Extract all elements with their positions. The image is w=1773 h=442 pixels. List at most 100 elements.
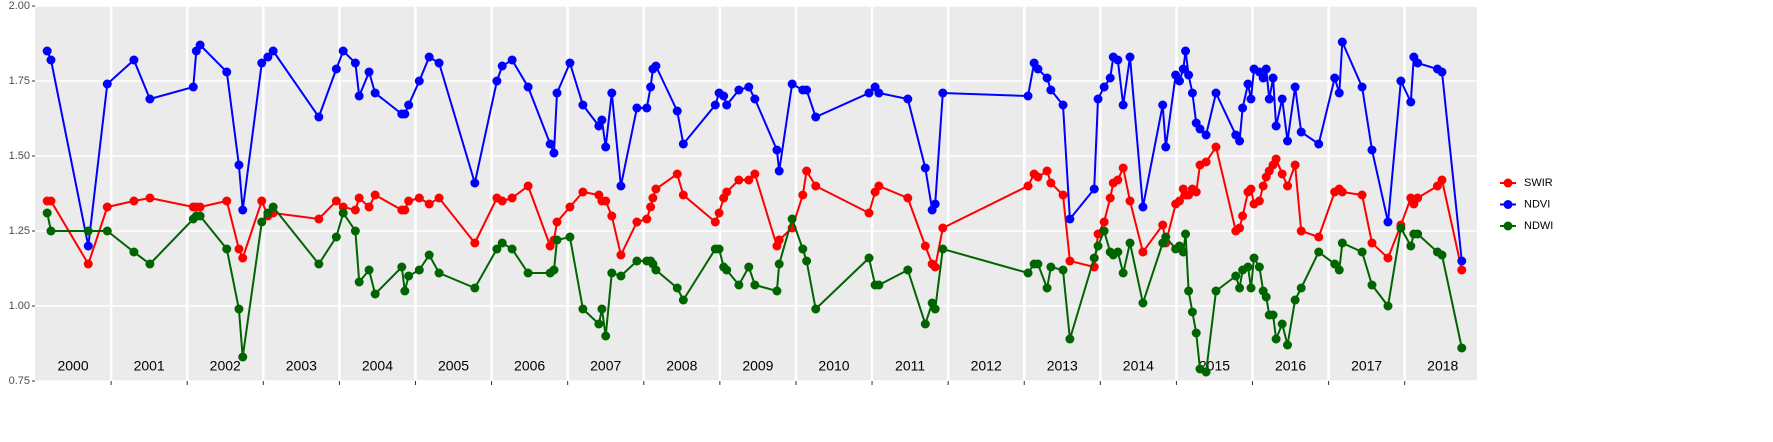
data-point	[774, 259, 784, 269]
data-point	[1089, 253, 1099, 263]
data-point	[744, 175, 754, 185]
data-point	[1271, 154, 1281, 164]
data-point	[1383, 301, 1393, 311]
data-point	[1290, 160, 1300, 170]
data-point	[83, 241, 93, 251]
data-point	[864, 253, 874, 263]
data-point	[1337, 37, 1347, 47]
data-point	[350, 58, 360, 68]
data-point	[523, 268, 533, 278]
data-point	[744, 262, 754, 272]
data-point	[354, 91, 364, 101]
data-point	[601, 142, 611, 152]
data-point	[1296, 127, 1306, 137]
year-label: 2006	[514, 358, 545, 374]
data-point	[234, 160, 244, 170]
data-point	[434, 193, 444, 203]
data-point	[607, 211, 617, 221]
data-point	[864, 88, 874, 98]
data-point	[1367, 238, 1377, 248]
data-point	[1413, 229, 1423, 239]
data-point	[632, 103, 642, 113]
data-point	[651, 61, 661, 71]
data-point	[1246, 94, 1256, 104]
data-point	[734, 175, 744, 185]
data-point	[874, 181, 884, 191]
data-point	[1065, 214, 1075, 224]
year-label: 2001	[134, 358, 165, 374]
data-point	[1174, 196, 1184, 206]
data-point	[257, 196, 267, 206]
data-point	[1383, 217, 1393, 227]
data-point	[772, 286, 782, 296]
data-point	[1113, 247, 1123, 257]
data-point	[400, 286, 410, 296]
data-point	[930, 304, 940, 314]
legend-marker	[1503, 178, 1513, 188]
data-point	[268, 46, 278, 56]
data-point	[1118, 163, 1128, 173]
legend-label: NDVI	[1524, 198, 1550, 210]
year-label: 2018	[1427, 358, 1458, 374]
data-point	[1283, 181, 1293, 191]
data-point	[257, 217, 267, 227]
data-point	[750, 94, 760, 104]
data-point	[1042, 73, 1052, 83]
data-point	[331, 232, 341, 242]
data-point	[714, 208, 724, 218]
data-point	[1089, 184, 1099, 194]
data-point	[1138, 202, 1148, 212]
data-point	[1437, 175, 1447, 185]
data-point	[1243, 79, 1253, 89]
data-point	[1201, 157, 1211, 167]
data-point	[370, 289, 380, 299]
data-point	[1158, 100, 1168, 110]
data-point	[338, 208, 348, 218]
data-point	[594, 319, 604, 329]
data-point	[1191, 187, 1201, 197]
data-point	[678, 190, 688, 200]
data-point	[354, 193, 364, 203]
data-point	[1178, 247, 1188, 257]
data-point	[616, 250, 626, 260]
data-point	[492, 76, 502, 86]
data-point	[1113, 175, 1123, 185]
data-point	[1138, 298, 1148, 308]
y-tick-label: 1.50	[9, 150, 30, 162]
data-point	[129, 247, 139, 257]
data-point	[750, 169, 760, 179]
data-point	[1337, 238, 1347, 248]
data-point	[400, 109, 410, 119]
data-point	[710, 217, 720, 227]
data-point	[1296, 283, 1306, 293]
data-point	[83, 259, 93, 269]
data-point	[565, 202, 575, 212]
data-point	[578, 100, 588, 110]
data-point	[195, 211, 205, 221]
data-point	[1254, 196, 1264, 206]
data-point	[1201, 130, 1211, 140]
data-point	[1235, 136, 1245, 146]
data-point	[1033, 172, 1043, 182]
data-point	[1413, 58, 1423, 68]
data-point	[1046, 178, 1056, 188]
data-point	[234, 244, 244, 254]
data-point	[1258, 181, 1268, 191]
data-point	[930, 262, 940, 272]
data-point	[1046, 262, 1056, 272]
data-point	[1158, 220, 1168, 230]
data-point	[331, 196, 341, 206]
data-point	[314, 112, 324, 122]
plot-panel	[35, 6, 1477, 381]
data-point	[1413, 193, 1423, 203]
data-point	[1334, 88, 1344, 98]
data-point	[1396, 223, 1406, 233]
data-point	[648, 193, 658, 203]
data-point	[710, 100, 720, 110]
data-point	[719, 91, 729, 101]
data-point	[597, 115, 607, 125]
data-point	[263, 52, 273, 62]
data-point	[1046, 85, 1056, 95]
data-point	[1187, 307, 1197, 317]
